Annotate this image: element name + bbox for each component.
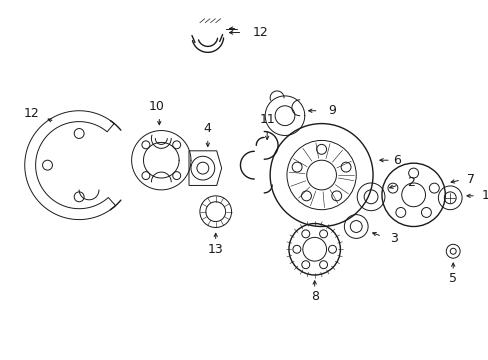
Text: 3: 3 xyxy=(389,232,397,245)
Text: 4: 4 xyxy=(203,122,211,135)
Text: 6: 6 xyxy=(392,154,400,167)
Text: 1: 1 xyxy=(481,189,488,202)
Text: 5: 5 xyxy=(448,273,456,285)
Text: 12: 12 xyxy=(252,26,267,39)
Text: 13: 13 xyxy=(207,243,223,256)
Text: 7: 7 xyxy=(466,172,474,185)
Text: 2: 2 xyxy=(406,176,414,189)
Text: 12: 12 xyxy=(24,107,40,120)
Text: 11: 11 xyxy=(259,113,274,126)
Text: 10: 10 xyxy=(148,100,164,113)
Text: 8: 8 xyxy=(310,290,318,303)
Text: 9: 9 xyxy=(328,104,336,117)
